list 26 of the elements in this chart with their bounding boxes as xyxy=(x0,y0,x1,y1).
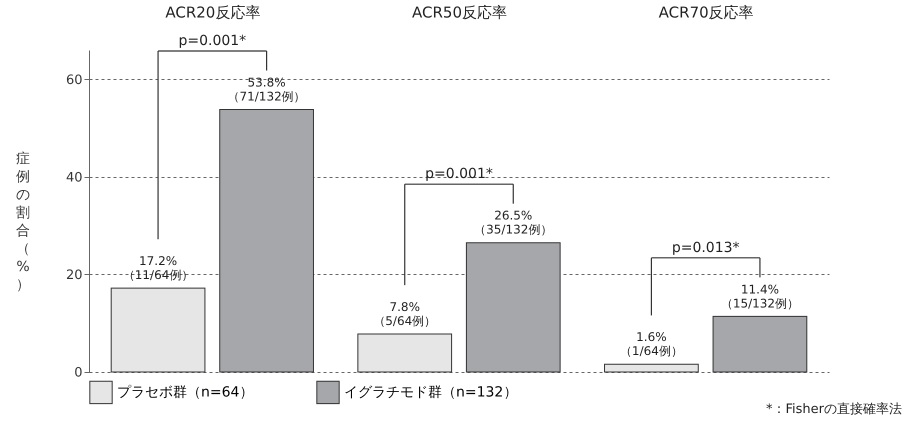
y-tick-label: 40 xyxy=(66,170,82,186)
legend-label: プラセボ群（n=64） xyxy=(117,384,254,400)
x-tick-label: ACR70反応率 xyxy=(658,4,754,22)
bar xyxy=(110,288,206,372)
data-label: 26.5% （35/132例） xyxy=(474,208,552,237)
annotation: p=0.001* xyxy=(425,166,493,182)
legend-label: イグラチモド群（n=132） xyxy=(344,384,518,400)
bar xyxy=(357,333,452,372)
data-label: 17.2% （11/64例） xyxy=(122,254,194,282)
bar xyxy=(466,242,561,372)
text: *：Fisherの直接確率法 xyxy=(766,401,902,418)
y-tick-label: 60 xyxy=(66,72,82,88)
y-tick-label: 0 xyxy=(74,366,82,380)
data-label: 53.8% （71/132例） xyxy=(227,76,306,104)
text: p=0.001* xyxy=(178,32,246,49)
y-tick-label: 20 xyxy=(66,268,82,283)
bar xyxy=(712,316,808,372)
bar xyxy=(219,109,314,372)
y-axis-title: 症例の割合（%） xyxy=(15,150,31,294)
annotation: p=0.013* xyxy=(672,240,740,256)
data-label: 11.4% （15/132例） xyxy=(720,282,800,310)
data-label: 1.6% （1/64例） xyxy=(620,330,683,358)
x-tick-label: ACR20反応率 xyxy=(165,4,260,22)
x-tick-label: ACR50反応率 xyxy=(412,4,507,22)
data-label: 7.8% （5/64例） xyxy=(373,300,436,328)
bar xyxy=(604,364,699,372)
